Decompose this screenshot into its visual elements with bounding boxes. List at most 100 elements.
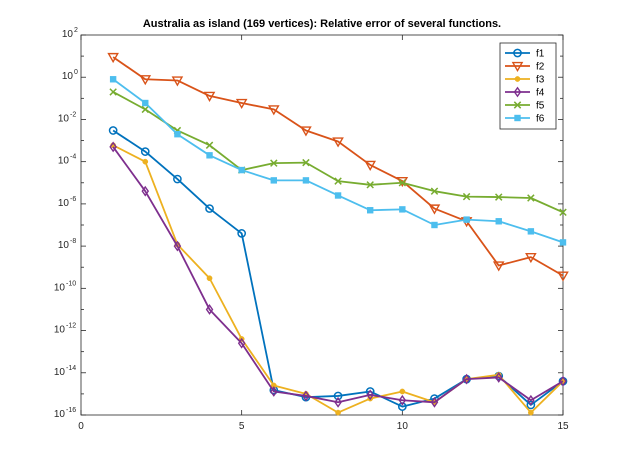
data-point-f1-2	[140, 147, 150, 156]
data-point-f3-14	[528, 409, 534, 416]
data-point-f5-2	[141, 105, 149, 114]
data-point-f5-13	[495, 193, 503, 201]
chart-title: Australia as island (169 vertices): Rela…	[143, 18, 501, 30]
data-point-f1-10	[397, 402, 407, 411]
data-point-f1-5	[237, 229, 247, 238]
data-point-f2-6	[267, 105, 280, 116]
data-point-f6-6	[270, 177, 277, 184]
data-point-f6-7	[302, 177, 310, 184]
data-point-f5-15	[559, 208, 567, 217]
y-tick-label: 10-16	[54, 407, 76, 420]
data-point-f5-8	[334, 177, 342, 185]
legend-label: f3	[536, 75, 545, 86]
data-point-f4-1	[109, 141, 117, 153]
data-point-f6-2	[142, 99, 149, 107]
y-tick-label: 100	[62, 69, 78, 82]
data-point-f6-15	[559, 239, 567, 246]
data-point-f6-9	[366, 207, 374, 214]
legend-swatch-marker	[514, 114, 521, 122]
data-point-f6-11	[431, 221, 438, 229]
legend-label: f1	[536, 49, 545, 60]
legend-entry-f5: f5	[505, 101, 545, 112]
series-f2	[107, 52, 569, 282]
data-point-f5-6	[270, 159, 278, 167]
y-tick-label: 10-2	[58, 111, 76, 124]
y-tick-label: 102	[62, 27, 78, 40]
data-point-f6-12	[463, 216, 470, 223]
legend-label: f2	[536, 62, 545, 73]
data-point-f6-13	[495, 218, 502, 225]
data-point-f2-2	[139, 75, 152, 86]
data-point-f5-10	[398, 179, 407, 187]
data-point-f2-7	[300, 126, 312, 137]
series-f4	[109, 141, 567, 408]
legend: f1 f2 f3 f4 f5 f6	[499, 42, 557, 130]
data-point-f3-8	[335, 409, 341, 416]
x-tick-label: 15	[557, 421, 569, 432]
data-point-f2-5	[235, 98, 248, 110]
y-tick-label: 10-14	[54, 365, 76, 378]
data-point-f6-3	[174, 131, 181, 138]
data-point-f4-15	[559, 375, 567, 387]
data-point-f4-7	[302, 390, 310, 402]
data-point-f1-14	[526, 400, 536, 410]
y-tick-label: 10-8	[58, 238, 76, 251]
y-tick-label: 10-12	[54, 323, 76, 336]
data-point-f4-4	[205, 304, 214, 315]
legend-label: f6	[536, 114, 545, 125]
series-line-f2	[112, 56, 564, 277]
data-point-f1-1	[108, 126, 118, 135]
data-point-f5-11	[430, 187, 439, 195]
data-point-f4-11	[430, 396, 439, 408]
series-layer	[107, 52, 569, 416]
data-point-f1-4	[205, 204, 214, 213]
legend-swatch-marker	[511, 61, 524, 73]
data-point-f6-5	[238, 166, 245, 174]
y-tick-label: 10-10	[54, 280, 76, 293]
legend-entry-f3: f3	[505, 75, 545, 86]
data-point-f6-14	[527, 228, 535, 235]
x-tick-label: 5	[239, 421, 245, 432]
data-point-f4-8	[334, 396, 342, 408]
data-point-f5-12	[462, 192, 471, 201]
data-point-f2-14	[525, 252, 537, 264]
plot-area	[80, 34, 564, 416]
data-point-f3-4	[206, 275, 213, 282]
data-point-f2-11	[428, 204, 441, 215]
legend-label: f5	[536, 101, 545, 112]
series-line-f4	[112, 146, 564, 404]
data-point-f1-8	[333, 391, 343, 401]
data-point-f4-13	[494, 372, 503, 383]
data-point-f4-12	[462, 373, 471, 385]
legend-entry-f4: f4	[505, 86, 545, 99]
legend-box	[499, 42, 557, 130]
x-tick-label: 0	[78, 421, 84, 432]
data-point-f5-7	[302, 158, 310, 167]
legend-entry-f1: f1	[505, 49, 545, 60]
legend-swatch-marker	[513, 86, 522, 98]
data-point-f1-3	[173, 174, 182, 184]
data-point-f6-4	[206, 152, 213, 159]
legend-label: f4	[536, 88, 545, 99]
data-point-f6-10	[399, 206, 406, 213]
data-point-f2-10	[396, 176, 409, 188]
data-point-f3-10	[399, 388, 406, 395]
data-point-f2-1	[107, 52, 119, 64]
data-point-f2-3	[171, 76, 184, 87]
legend-swatch-marker	[514, 76, 521, 82]
data-point-f5-9	[366, 181, 374, 189]
x-tick-label: 10	[397, 421, 409, 432]
data-point-f4-6	[270, 386, 278, 397]
legend-swatch-marker	[513, 48, 522, 58]
legend-entry-f6: f6	[505, 114, 545, 125]
data-point-f4-5	[237, 337, 246, 349]
legend-swatch-marker	[513, 101, 522, 109]
y-tick-label: 10-4	[58, 154, 76, 167]
data-point-f4-2	[141, 185, 150, 197]
data-point-f4-10	[398, 394, 407, 406]
data-point-f5-14	[527, 194, 535, 202]
data-point-f2-4	[203, 91, 216, 102]
data-point-f2-15	[557, 271, 569, 282]
series-f5	[109, 88, 567, 217]
